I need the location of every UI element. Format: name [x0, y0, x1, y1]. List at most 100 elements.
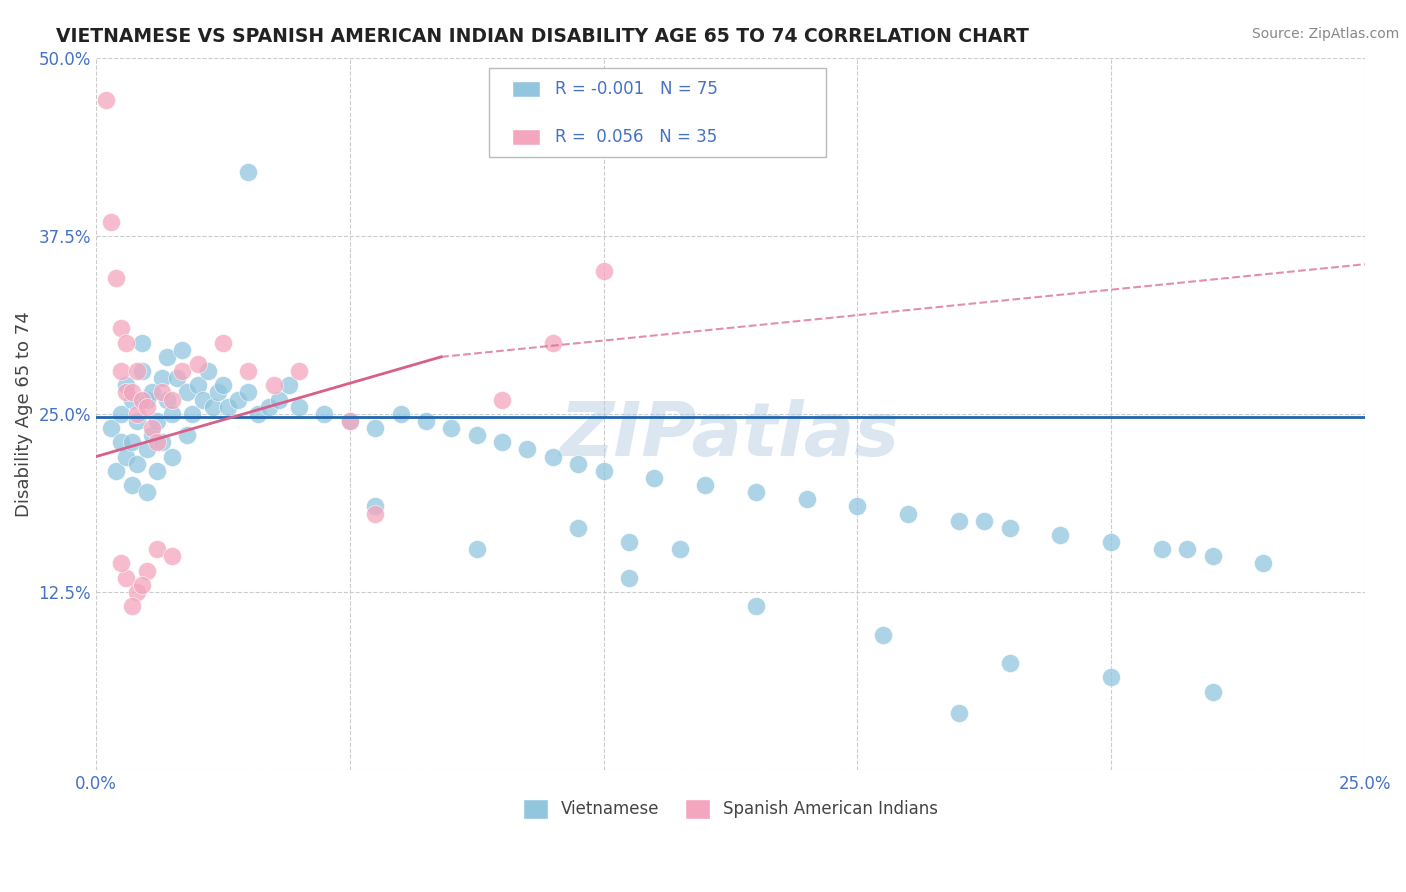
- Legend: Vietnamese, Spanish American Indians: Vietnamese, Spanish American Indians: [516, 792, 945, 826]
- Point: [364, 421, 387, 435]
- Point: [172, 343, 194, 357]
- Point: [288, 364, 311, 378]
- Point: [160, 392, 183, 407]
- Point: [541, 450, 564, 464]
- Point: [176, 385, 198, 400]
- Point: [115, 450, 138, 464]
- Point: [110, 435, 132, 450]
- Point: [745, 485, 768, 500]
- Point: [226, 392, 249, 407]
- Point: [267, 392, 290, 407]
- Text: VIETNAMESE VS SPANISH AMERICAN INDIAN DISABILITY AGE 65 TO 74 CORRELATION CHART: VIETNAMESE VS SPANISH AMERICAN INDIAN DI…: [56, 27, 1029, 45]
- Point: [110, 321, 132, 335]
- Point: [115, 378, 138, 392]
- Point: [217, 400, 239, 414]
- Point: [364, 500, 387, 514]
- Point: [125, 407, 148, 421]
- Point: [207, 385, 229, 400]
- Point: [567, 457, 589, 471]
- Point: [668, 542, 690, 557]
- Point: [150, 435, 173, 450]
- FancyBboxPatch shape: [489, 69, 825, 157]
- Point: [135, 392, 157, 407]
- Point: [150, 385, 173, 400]
- Text: Source: ZipAtlas.com: Source: ZipAtlas.com: [1251, 27, 1399, 41]
- Point: [465, 542, 488, 557]
- Point: [146, 464, 169, 478]
- Point: [1201, 549, 1223, 564]
- Point: [146, 542, 169, 557]
- Point: [121, 478, 143, 492]
- Point: [110, 364, 132, 378]
- Point: [567, 521, 589, 535]
- Point: [238, 364, 260, 378]
- Point: [186, 378, 208, 392]
- Point: [897, 507, 920, 521]
- Point: [872, 627, 894, 641]
- Point: [141, 421, 163, 435]
- Point: [364, 507, 387, 521]
- Point: [1150, 542, 1173, 557]
- Point: [465, 428, 488, 442]
- Point: [100, 421, 122, 435]
- Point: [212, 335, 235, 350]
- Point: [110, 407, 132, 421]
- Point: [617, 535, 640, 549]
- Point: [166, 371, 188, 385]
- Point: [288, 400, 311, 414]
- Point: [1049, 528, 1071, 542]
- Point: [1251, 557, 1274, 571]
- Point: [592, 264, 614, 278]
- Point: [263, 378, 285, 392]
- Point: [592, 464, 614, 478]
- Point: [1201, 684, 1223, 698]
- Y-axis label: Disability Age 65 to 74: Disability Age 65 to 74: [15, 311, 32, 516]
- Point: [643, 471, 665, 485]
- Point: [110, 557, 132, 571]
- Point: [516, 442, 538, 457]
- Point: [156, 350, 179, 364]
- Point: [141, 385, 163, 400]
- Text: R = -0.001   N = 75: R = -0.001 N = 75: [555, 80, 718, 98]
- Point: [617, 571, 640, 585]
- Point: [1099, 670, 1122, 684]
- Point: [125, 414, 148, 428]
- Point: [998, 656, 1021, 670]
- Point: [115, 385, 138, 400]
- Point: [973, 514, 995, 528]
- Point: [948, 706, 970, 720]
- Point: [1175, 542, 1198, 557]
- Point: [491, 435, 513, 450]
- Point: [135, 485, 157, 500]
- Point: [277, 378, 299, 392]
- Point: [172, 364, 194, 378]
- Point: [846, 500, 869, 514]
- Text: R =  0.056   N = 35: R = 0.056 N = 35: [555, 128, 717, 145]
- Point: [1099, 535, 1122, 549]
- Point: [339, 414, 361, 428]
- Point: [115, 335, 138, 350]
- Point: [693, 478, 716, 492]
- Point: [156, 392, 179, 407]
- Point: [160, 407, 183, 421]
- Point: [131, 392, 153, 407]
- Point: [389, 407, 412, 421]
- Point: [201, 400, 224, 414]
- Point: [135, 564, 157, 578]
- Point: [314, 407, 336, 421]
- Point: [131, 364, 153, 378]
- Point: [998, 521, 1021, 535]
- Point: [121, 435, 143, 450]
- Point: [491, 392, 513, 407]
- Point: [100, 214, 122, 228]
- Point: [121, 599, 143, 614]
- Point: [238, 385, 260, 400]
- Point: [125, 585, 148, 599]
- Point: [105, 271, 128, 285]
- FancyBboxPatch shape: [512, 81, 540, 97]
- Point: [121, 392, 143, 407]
- Point: [948, 514, 970, 528]
- Point: [257, 400, 280, 414]
- Point: [160, 450, 183, 464]
- FancyBboxPatch shape: [512, 129, 540, 145]
